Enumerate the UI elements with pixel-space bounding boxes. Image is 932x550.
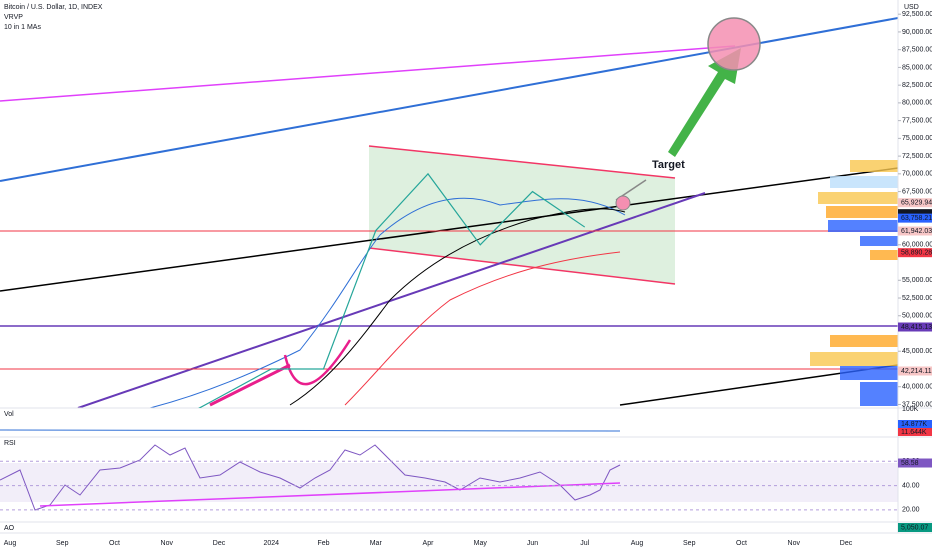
- indicator-label: 10 in 1 MAs: [4, 24, 41, 31]
- target-arrow: [668, 48, 741, 157]
- x-tick-label: Sep: [683, 540, 696, 547]
- trend-line: [0, 45, 736, 102]
- trend-line: [0, 167, 898, 292]
- ao-badge: [898, 523, 932, 532]
- y-tick-label: 90,000.00: [902, 29, 932, 36]
- x-tick-label: Dec: [213, 540, 226, 547]
- x-tick-label: Aug: [4, 540, 17, 547]
- y-tick-label: 52,500.00: [902, 295, 932, 302]
- cup-pattern: [283, 339, 352, 386]
- x-tick-label: 2024: [263, 540, 279, 547]
- y-tick-label: 67,500.00: [902, 188, 932, 195]
- pane-label: AO: [4, 525, 15, 532]
- price-badge: [898, 226, 932, 236]
- volume-badge-label: 14.877K: [901, 421, 927, 428]
- trend-line: [77, 192, 706, 408]
- moving-average: [289, 208, 626, 406]
- x-tick-label: Mar: [370, 540, 383, 547]
- moving-average: [344, 251, 621, 406]
- y-tick-label: 37,500.00: [902, 401, 932, 408]
- y-tick-label: 92,500.00: [902, 11, 932, 18]
- y-tick-label: 82,500.00: [902, 82, 932, 89]
- chart-title: Bitcoin / U.S. Dollar, 1D, INDEX: [4, 4, 103, 11]
- price-badge: [898, 213, 932, 223]
- volume-profile: [810, 160, 898, 406]
- volume-badge: [898, 428, 932, 436]
- pane-label: Vol: [4, 411, 14, 418]
- x-tick-label: Sep: [56, 540, 69, 547]
- price-badge-label: 48,415.13: [901, 324, 932, 331]
- price-badge: [898, 248, 932, 258]
- marker: [615, 195, 631, 211]
- price-badge: [898, 366, 932, 376]
- x-tick-label: Jul: [580, 540, 589, 547]
- x-tick-label: Nov: [161, 540, 174, 547]
- x-tick-label: Nov: [788, 540, 801, 547]
- target-circle: [707, 17, 761, 71]
- y-tick-label: 50,000.00: [902, 313, 932, 320]
- y-tick-label: 77,500.00: [902, 117, 932, 124]
- price-badge-label: 63,758.21: [901, 215, 932, 222]
- rsi-tick-label: 40.00: [902, 482, 920, 489]
- y-tick-label: 55,000.00: [902, 277, 932, 284]
- pane-label: RSI: [4, 440, 16, 447]
- x-tick-label: Apr: [423, 540, 435, 547]
- y-tick-label: 60,000.00: [902, 242, 932, 249]
- price-badge-label: 61,942.03: [901, 228, 932, 235]
- drawings: [0, 17, 898, 408]
- x-tick-label: May: [474, 540, 488, 547]
- volume-badge-label: 11.644K: [901, 429, 927, 436]
- y-tick-label: 87,500.00: [902, 47, 932, 54]
- rsi-badge-label: 58.58: [901, 460, 919, 467]
- moving-average: [149, 197, 626, 408]
- channel-top: [368, 145, 676, 179]
- x-tick-label: Feb: [317, 540, 329, 547]
- rsi-tick-label: 20.00: [902, 507, 920, 514]
- scale-label: 100K: [902, 406, 919, 413]
- ao-badge-label: 5,050.07: [901, 524, 928, 531]
- rsi-line: [0, 444, 621, 511]
- price-badge-label: 42,214.11: [901, 368, 932, 375]
- y-tick-label: 45,000.00: [902, 348, 932, 355]
- rsi-badge: [898, 458, 932, 468]
- price-line: [198, 172, 586, 408]
- y-tick-label: 70,000.00: [902, 171, 932, 178]
- volume-badge: [898, 420, 932, 428]
- x-tick-label: Dec: [840, 540, 853, 547]
- trend-line: [209, 363, 291, 407]
- y-tick-label: 40,000.00: [902, 384, 932, 391]
- y-tick-label: 72,500.00: [902, 153, 932, 160]
- price-badge: [898, 322, 932, 332]
- volume-ma: [0, 429, 621, 432]
- annotation: Target: [652, 159, 685, 171]
- channel: [369, 146, 675, 284]
- rsi-trend-line: [39, 482, 621, 507]
- currency: USD: [904, 4, 919, 11]
- x-tick-label: Jun: [527, 540, 538, 547]
- y-tick-label: 75,000.00: [902, 135, 932, 142]
- y-tick-label: 80,000.00: [902, 100, 932, 107]
- price-badge-label: 58,890.28: [901, 250, 932, 257]
- x-tick-label: Aug: [631, 540, 644, 547]
- x-tick-label: Oct: [109, 540, 120, 547]
- channel-bottom: [368, 247, 676, 285]
- x-tick-label: Oct: [736, 540, 747, 547]
- indicator-label: VRVP: [4, 14, 23, 21]
- y-tick-label: 85,000.00: [902, 64, 932, 71]
- price-badge: [898, 198, 932, 208]
- price-badge-label: 65,929.94: [901, 200, 932, 207]
- rsi-band: [0, 463, 898, 502]
